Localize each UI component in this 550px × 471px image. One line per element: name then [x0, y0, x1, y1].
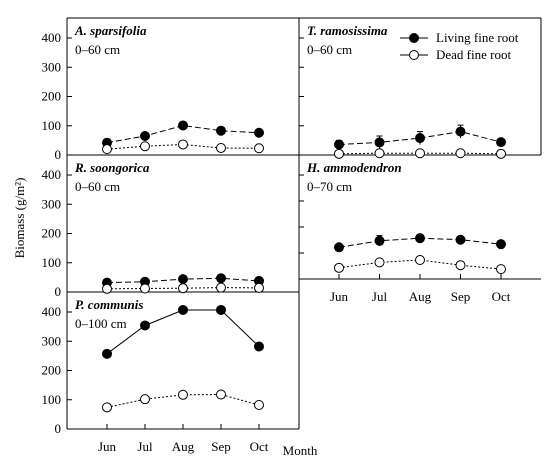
y-tick-label: 300: [42, 59, 62, 74]
living-point: [455, 234, 466, 245]
legend-dead-marker: [409, 50, 419, 60]
x-tick-label: Aug: [172, 439, 195, 454]
dead-point: [102, 144, 112, 155]
living-point: [254, 341, 264, 352]
panel-title: A. sparsifolia: [74, 23, 147, 38]
dead-point: [496, 264, 506, 275]
living-series-line: [106, 309, 260, 355]
y-axis-title: Biomass (g/m²): [12, 178, 27, 259]
living-point: [415, 233, 425, 244]
living-series-line: [106, 124, 260, 144]
y-tick-label: 100: [42, 118, 62, 133]
dead-point: [496, 148, 506, 159]
dead-point: [178, 139, 188, 150]
dead-point: [140, 394, 150, 405]
y-tick-label: 0: [55, 421, 62, 436]
y-tick-label: 400: [42, 167, 62, 182]
dead-point: [178, 283, 188, 294]
living-point: [216, 125, 226, 136]
living-point: [334, 139, 344, 150]
x-tick-label: Sep: [211, 439, 231, 454]
living-point: [254, 127, 264, 138]
dead-point: [455, 260, 466, 271]
y-tick-label: 200: [42, 363, 62, 378]
y-tick-label: 400: [42, 30, 62, 45]
panel-A: 0 100 200 300 400 A. sparsifolia 0–60 cm: [42, 23, 264, 162]
x-tick-label: Jun: [330, 289, 349, 304]
panel-B: T. ramosissima 0–60 cm: [299, 23, 506, 159]
dead-point: [216, 282, 226, 293]
panel-depth: 0–60 cm: [307, 42, 352, 57]
y-tick-label: 200: [42, 226, 62, 241]
panel-D: Jun Jul Aug Sep Oct H. ammodendron 0–70 cm: [299, 160, 511, 304]
dead-point: [415, 255, 425, 266]
panel-depth: 0–60 cm: [75, 42, 120, 57]
living-point: [496, 239, 506, 250]
living-point: [334, 242, 344, 253]
x-tick-label: Jun: [98, 439, 117, 454]
living-point: [374, 137, 385, 148]
y-tick-label: 300: [42, 196, 62, 211]
living-point: [140, 320, 150, 331]
dead-point: [334, 148, 344, 159]
panel-frames: [66, 17, 542, 430]
dead-point: [140, 141, 150, 152]
dead-point: [216, 142, 226, 153]
legend-living-label: Living fine root: [436, 30, 519, 45]
dead-point: [102, 283, 112, 294]
panel-title: P. communis: [75, 297, 143, 312]
y-tick-label: 0: [55, 284, 62, 299]
dead-point: [374, 257, 385, 268]
panel-depth: 0–70 cm: [307, 179, 352, 194]
panel-title: T. ramosissima: [307, 23, 388, 38]
panel-title: H. ammodendron: [306, 160, 402, 175]
y-tick-label: 300: [42, 333, 62, 348]
dead-point: [455, 148, 466, 159]
panel-title: R. soongorica: [74, 160, 150, 175]
legend-dead-label: Dead fine root: [436, 47, 511, 62]
dead-point: [216, 389, 226, 400]
y-tick-label: 100: [42, 392, 62, 407]
living-point: [496, 137, 506, 148]
living-point: [140, 130, 150, 141]
living-point: [178, 304, 188, 315]
living-point: [178, 274, 188, 285]
dead-point: [374, 148, 385, 159]
panel-C: 0 100 200 300 400 R. soongorica 0–60 cm: [42, 160, 264, 299]
x-tick-label: Jul: [137, 439, 153, 454]
living-point: [415, 133, 425, 144]
x-tick-label: Sep: [451, 289, 471, 304]
y-tick-label: 0: [55, 147, 62, 162]
dead-point: [140, 283, 150, 294]
x-tick-label: Oct: [250, 439, 269, 454]
living-point: [178, 120, 188, 131]
y-tick-label: 200: [42, 89, 62, 104]
living-point: [374, 235, 385, 246]
x-axis-title: Month: [283, 443, 318, 458]
panel-depth: 0–100 cm: [75, 316, 127, 331]
dead-point: [254, 400, 264, 411]
x-tick-label: Aug: [409, 289, 432, 304]
living-point: [102, 348, 112, 359]
panel-depth: 0–60 cm: [75, 179, 120, 194]
dead-point: [254, 282, 264, 293]
dead-point: [254, 143, 264, 154]
legend-living-marker: [409, 33, 419, 43]
living-point: [216, 273, 226, 284]
x-tick-label: Oct: [492, 289, 511, 304]
dead-point: [178, 389, 188, 400]
dead-point: [334, 262, 344, 273]
legend: Living fine root Dead fine root: [400, 30, 519, 62]
y-axis-title-main: Biomass (g/m²): [12, 178, 27, 259]
living-point: [216, 304, 226, 315]
dead-point: [415, 148, 425, 159]
x-tick-label: Jul: [372, 289, 388, 304]
y-tick-label: 400: [42, 304, 62, 319]
y-tick-label: 100: [42, 255, 62, 270]
living-point: [455, 126, 466, 137]
panel-E: 0 100 200 300 400 Jun Jul Aug Sep Oct P. communis 0…: [42, 297, 269, 454]
dead-point: [102, 402, 112, 413]
